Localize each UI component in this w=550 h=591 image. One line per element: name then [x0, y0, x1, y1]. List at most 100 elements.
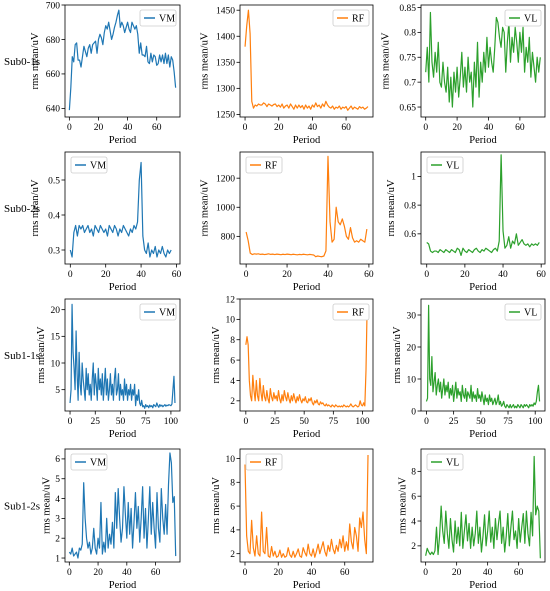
y-axis-label: rms mean/uV [381, 32, 392, 89]
legend-label: VL [524, 14, 537, 25]
y-tick-label: 30 [407, 311, 417, 321]
subplot-rf-r2: 0 20 40 60 800 1000 1200 Period rms mean/uV RF [200, 151, 374, 293]
y-axis-label: rms mean/uV [200, 32, 211, 89]
legend-label: RF [352, 14, 365, 25]
legend-label: VL [524, 308, 537, 319]
y-tick-label: 10 [226, 455, 236, 465]
x-axis-label: Period [109, 135, 137, 146]
axes-frame [420, 4, 546, 118]
x-tick-label: 60 [536, 270, 546, 280]
x-tick-label: 40 [483, 568, 493, 578]
x-tick-label: 50 [116, 417, 126, 427]
x-tick-label: 0 [243, 568, 248, 578]
legend-label: VM [159, 14, 175, 25]
legend: VM [139, 303, 177, 321]
legend-label: RF [265, 161, 278, 172]
y-tick-label: 1350 [216, 59, 235, 69]
legend-box [70, 453, 108, 471]
y-tick-label: 8 [411, 468, 416, 478]
legend-label: VM [90, 161, 106, 172]
y-tick-label: 5 [55, 386, 60, 396]
x-tick-label: 20 [460, 270, 470, 280]
y-tick-label: 2 [230, 397, 235, 407]
y-tick-label: 10 [226, 316, 236, 326]
x-tick-label: 50 [299, 417, 309, 427]
legend-box [426, 156, 464, 174]
legend-label: VL [446, 161, 459, 172]
subplot-vm-r3: 0 25 50 75 100 5 10 15 20 Period rms mean/uV VM [36, 298, 181, 440]
y-tick-label: 8 [230, 479, 235, 489]
subplot-vl-r2: 0 20 40 60 0.6 0.8 1 Period rms mean/uV VL [386, 151, 546, 293]
legend: RF [245, 453, 283, 471]
y-tick-label: 20 [51, 306, 61, 316]
series-line-rf [244, 454, 369, 558]
x-tick-label: 60 [152, 123, 162, 133]
y-tick-label: 1200 [216, 174, 235, 184]
y-tick-label: 5 [55, 475, 60, 485]
legend-box [70, 156, 108, 174]
x-tick-label: 60 [151, 568, 161, 578]
axes-frame [239, 4, 374, 118]
y-tick-label: 700 [46, 1, 61, 11]
x-axis-label: Period [469, 282, 497, 293]
x-tick-label: 75 [329, 417, 339, 427]
x-tick-label: 60 [364, 270, 374, 280]
x-tick-label: 40 [136, 270, 146, 280]
y-tick-label: 1000 [216, 204, 235, 214]
y-tick-label: 2 [55, 535, 60, 545]
y-tick-label: 1300 [216, 85, 235, 95]
legend-box [139, 9, 177, 27]
subplot-vm-r1: 0 20 40 60 640 660 680 700 Period rms mean/uV VM [30, 1, 181, 146]
x-tick-label: 60 [514, 568, 524, 578]
series-line-rf [244, 9, 369, 111]
series-line-vm [69, 161, 172, 258]
series-line-vl [425, 304, 541, 409]
y-tick-label: 0.3 [48, 246, 60, 256]
legend-box [504, 9, 542, 27]
x-tick-label: 40 [308, 123, 318, 133]
y-tick-label: 4 [55, 495, 60, 505]
x-tick-label: 25 [91, 417, 101, 427]
y-tick-label: 3 [55, 515, 60, 525]
y-tick-label: 0.75 [399, 54, 416, 64]
y-axis-label: rms mean/uV [386, 179, 397, 236]
x-tick-label: 20 [94, 123, 104, 133]
y-tick-label: 6 [230, 502, 235, 512]
axes-frame [239, 298, 374, 412]
x-tick-label: 0 [67, 123, 72, 133]
y-tick-label: 0.7 [404, 78, 416, 88]
legend-box [139, 303, 177, 321]
x-tick-label: 40 [307, 568, 317, 578]
x-tick-label: 25 [270, 417, 280, 427]
x-tick-label: 0 [243, 417, 248, 427]
x-axis-label: Period [293, 135, 321, 146]
x-tick-label: 0 [424, 417, 429, 427]
y-axis-label: rms mean/uV [392, 326, 403, 383]
legend: VL [426, 156, 464, 174]
legend-box [245, 156, 283, 174]
y-tick-label: 2 [411, 542, 416, 552]
x-tick-label: 75 [141, 417, 151, 427]
y-tick-label: 0.4 [48, 211, 60, 221]
series-line-vl [425, 455, 541, 559]
x-tick-label: 60 [340, 568, 350, 578]
y-tick-label: 12 [226, 295, 236, 305]
y-tick-label: 0.8 [404, 201, 416, 211]
axes-frame [239, 448, 374, 563]
row-label: Sub1-2s [4, 501, 40, 513]
legend-box [426, 453, 464, 471]
axes-frame [239, 151, 374, 265]
y-tick-label: 10 [51, 359, 61, 369]
x-axis-label: Period [109, 429, 137, 440]
x-tick-label: 60 [515, 123, 525, 133]
y-tick-label: 1 [55, 554, 60, 564]
y-tick-label: 640 [46, 105, 61, 115]
y-tick-label: 6 [411, 492, 416, 502]
legend-label: VL [446, 458, 459, 469]
y-tick-label: 10 [407, 375, 417, 385]
legend: VL [504, 303, 542, 321]
x-tick-label: 40 [498, 270, 508, 280]
y-tick-label: 15 [51, 333, 61, 343]
legend-box [245, 453, 283, 471]
